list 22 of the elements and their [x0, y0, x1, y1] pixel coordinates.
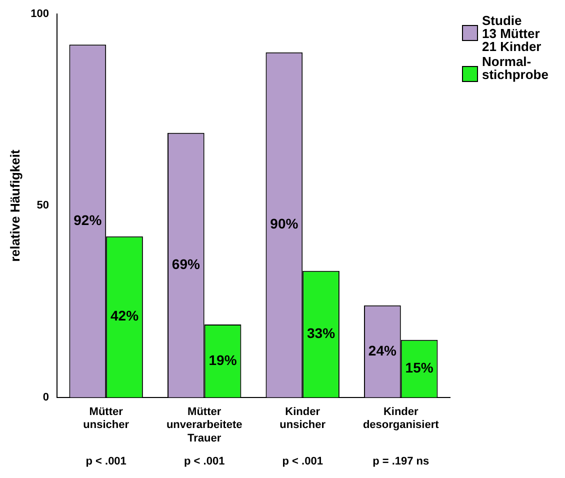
text: p = .197 ns [372, 456, 430, 468]
x-tick-label: Mütter unverarbeitete Trauer [166, 406, 242, 444]
x-tick-label: Mütter unsicher [83, 406, 130, 432]
y-tick-label: 100 [30, 8, 49, 20]
legend-label: Studie 13 Mütter 21 Kinder [482, 13, 542, 54]
data-label: 92% [74, 212, 102, 228]
data-label: 15% [405, 360, 434, 376]
data-label: 90% [270, 216, 299, 232]
data-label: 42% [110, 308, 140, 324]
x-tick-label: Kinder desorganisiert [362, 406, 440, 432]
data-label: 19% [208, 352, 238, 368]
text: p < .001 [86, 456, 126, 468]
data-label: 69% [172, 256, 200, 272]
y-tick-label: 50 [36, 200, 49, 212]
x-tick-label: Kinder unsicher [280, 406, 326, 432]
y-axis-title: relative Häufigkeit [7, 149, 22, 262]
text: p < .001 [184, 456, 225, 468]
data-label: 33% [307, 325, 336, 341]
y-tick-label: 0 [42, 391, 49, 404]
text: p < .001 [282, 456, 323, 468]
data-label: 24% [368, 342, 397, 358]
legend-label: Normal- stichprobe [482, 54, 548, 82]
